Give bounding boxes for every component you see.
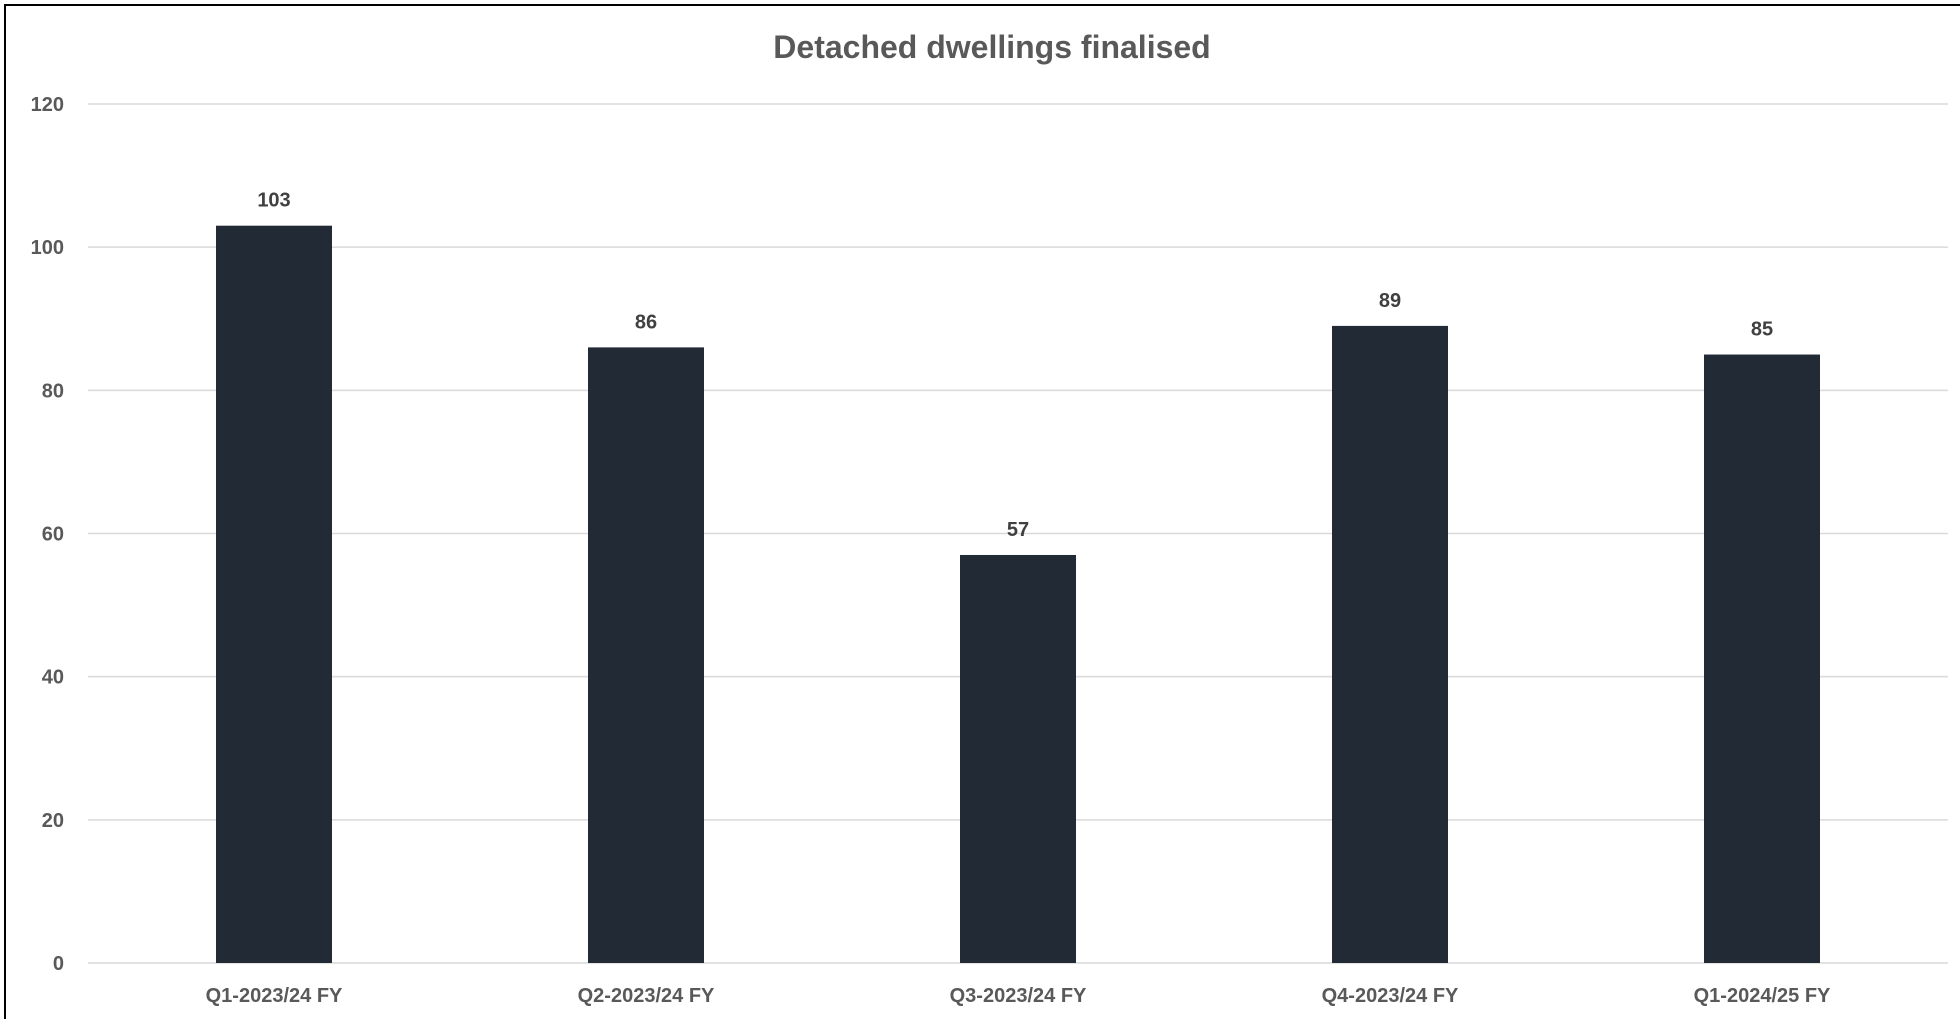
x-tick-label: Q2-2023/24 FY [578, 985, 715, 1007]
y-axis-ticks: 0 20 40 60 80 100 120 [31, 94, 64, 975]
bar [216, 225, 332, 964]
bar [1332, 325, 1448, 963]
x-tick-label: Q1-2023/24 FY [206, 985, 343, 1007]
bars [216, 225, 1820, 964]
x-tick-label: Q3-2023/24 FY [950, 985, 1087, 1007]
bar [960, 554, 1076, 963]
data-label: 85 [1751, 319, 1773, 341]
chart-title: Detached dwellings finalised [773, 29, 1210, 65]
data-label: 103 [257, 190, 290, 212]
y-tick-label: 100 [31, 237, 64, 259]
y-tick-label: 60 [42, 524, 64, 546]
x-tick-label: Q4-2023/24 FY [1322, 985, 1459, 1007]
bar [1704, 354, 1820, 964]
y-tick-label: 40 [42, 667, 64, 689]
data-label: 57 [1007, 519, 1029, 541]
y-tick-label: 120 [31, 94, 64, 116]
x-axis-ticks: Q1-2023/24 FY Q2-2023/24 FY Q3-2023/24 FY Q… [206, 985, 1831, 1007]
bar [588, 347, 704, 964]
y-tick-label: 80 [42, 380, 64, 402]
data-label: 86 [635, 311, 657, 333]
data-label: 89 [1379, 290, 1401, 312]
y-tick-label: 20 [42, 810, 64, 832]
y-tick-label: 0 [53, 953, 64, 975]
x-tick-label: Q1-2024/25 FY [1694, 985, 1831, 1007]
data-labels: 103 86 57 89 85 [257, 190, 1773, 541]
